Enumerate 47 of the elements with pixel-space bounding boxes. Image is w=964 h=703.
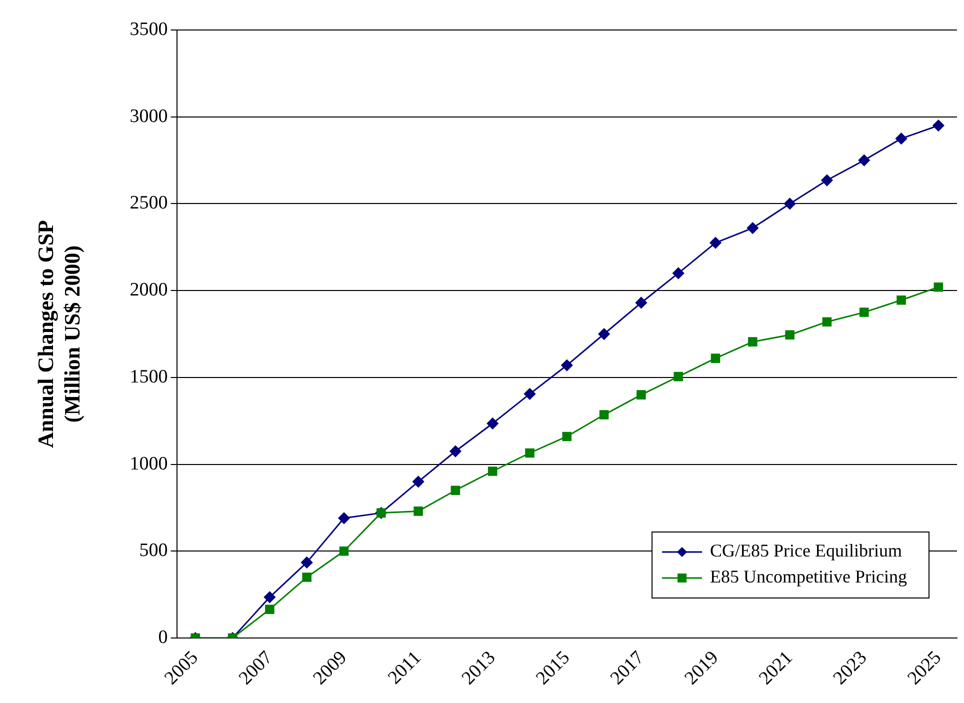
y-tick-label: 2500 bbox=[130, 192, 168, 214]
point bbox=[450, 486, 460, 495]
point bbox=[412, 476, 424, 488]
point bbox=[302, 572, 312, 582]
legend-label: CG/E85 Price Equilibrium bbox=[710, 540, 902, 561]
point bbox=[674, 372, 683, 382]
y-tick-label: 3000 bbox=[130, 106, 168, 127]
point bbox=[525, 448, 534, 458]
point bbox=[710, 354, 720, 363]
point bbox=[265, 604, 274, 614]
point bbox=[748, 337, 758, 346]
point bbox=[561, 360, 573, 372]
point bbox=[264, 591, 276, 603]
point bbox=[414, 506, 423, 516]
point bbox=[785, 330, 794, 340]
point bbox=[486, 418, 498, 430]
point bbox=[858, 154, 870, 166]
point bbox=[635, 296, 647, 308]
y-tick-label: 3500 bbox=[130, 18, 168, 40]
y-tick-label: 1000 bbox=[130, 453, 168, 474]
point bbox=[301, 556, 313, 568]
point bbox=[599, 410, 609, 420]
point bbox=[598, 328, 610, 340]
point bbox=[338, 512, 350, 524]
y-axis-title: Annual Changes to GSP (Million US$ 2000) bbox=[32, 220, 84, 448]
point bbox=[710, 237, 722, 249]
point bbox=[932, 120, 944, 132]
y-tick-label: 1500 bbox=[130, 366, 168, 388]
point bbox=[784, 198, 796, 210]
point bbox=[672, 267, 684, 279]
point bbox=[450, 446, 462, 458]
y-tick-label: 0 bbox=[158, 626, 168, 648]
point bbox=[896, 295, 906, 305]
point bbox=[524, 388, 536, 400]
point bbox=[934, 282, 944, 292]
point bbox=[488, 466, 498, 476]
point bbox=[339, 546, 349, 556]
legend-label: E85 Uncompetitive Pricing bbox=[710, 566, 908, 587]
point bbox=[896, 132, 908, 144]
point bbox=[821, 174, 833, 186]
point bbox=[746, 222, 758, 234]
y-tick-label: 2000 bbox=[130, 280, 168, 301]
y-tick-label: 500 bbox=[139, 540, 168, 562]
point bbox=[636, 390, 646, 400]
point bbox=[859, 308, 869, 317]
point bbox=[562, 432, 572, 442]
point bbox=[822, 317, 832, 326]
